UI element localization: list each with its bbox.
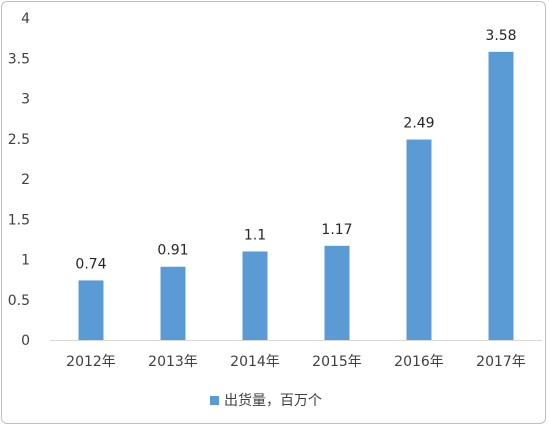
data-label: 0.74 [75, 256, 106, 272]
y-tick-label: 2.5 [8, 132, 30, 148]
x-axis-ticks: 2012年 2013年 2014年 2015年 2016年 2017年 [66, 354, 526, 370]
y-axis-ticks: 0 0.5 1 1.5 2 2.5 3 3.5 4 [8, 11, 30, 349]
y-tick-label: 1.5 [8, 212, 30, 228]
x-tick-label: 2015年 [312, 354, 362, 370]
x-tick-label: 2013年 [148, 354, 198, 370]
bar [160, 266, 186, 340]
y-tick-label: 2 [21, 172, 30, 188]
y-tick-label: 3.5 [8, 51, 30, 67]
bar [78, 280, 104, 340]
data-label: 0.91 [157, 243, 188, 259]
y-tick-label: 0 [21, 333, 30, 349]
x-tick-label: 2017年 [476, 354, 526, 370]
data-labels: 0.74 0.91 1.1 1.17 2.49 3.58 [75, 28, 516, 273]
x-tick-label: 2012年 [66, 354, 116, 370]
y-tick-label: 3 [21, 92, 30, 108]
data-label: 2.49 [403, 116, 434, 132]
data-label: 1.17 [321, 222, 352, 238]
data-label: 1.1 [244, 227, 266, 243]
y-tick-label: 4 [21, 11, 30, 27]
bar [488, 51, 514, 341]
x-tick-label: 2016年 [394, 354, 444, 370]
y-tick-label: 0.5 [8, 293, 30, 309]
legend-swatch [210, 396, 219, 405]
bar [242, 251, 268, 340]
legend: 出货量，百万个 [210, 392, 322, 409]
bar [324, 245, 350, 340]
bar [406, 139, 432, 340]
legend-label: 出货量，百万个 [224, 392, 322, 409]
x-tick-label: 2014年 [230, 354, 280, 370]
y-tick-label: 1 [21, 253, 30, 269]
data-label: 3.58 [485, 28, 516, 44]
bars [78, 51, 514, 341]
